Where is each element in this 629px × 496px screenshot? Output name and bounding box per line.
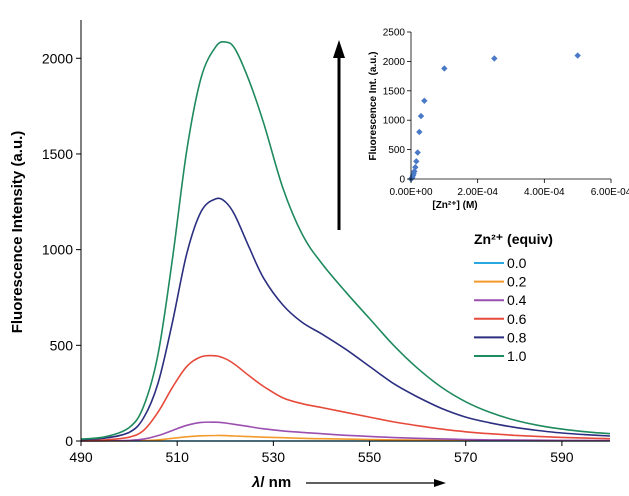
inset-x-tick-label: 2.00E-04: [457, 187, 498, 198]
inset-data-point: [414, 149, 421, 156]
inset-data-point: [441, 65, 448, 72]
inset-y-axis-label: Fluorescence Int. (a.u.): [368, 52, 379, 161]
legend-label-0.4: 0.4: [507, 292, 527, 308]
legend-label-0.0: 0.0: [507, 255, 527, 271]
main-x-ticks: 490 510 530 550 570 590: [69, 441, 574, 465]
inset-data-point: [413, 158, 420, 165]
series-line-1.0: [80, 40, 611, 440]
main-y-tick-label: 1000: [42, 242, 73, 258]
main-x-tick-label: 590: [550, 449, 574, 465]
legend-label-0.8: 0.8: [507, 329, 527, 345]
legend-label-0.2: 0.2: [507, 274, 527, 290]
inset-data-point: [421, 97, 428, 104]
inset-data-point: [417, 112, 425, 120]
inset-data-point: [574, 52, 581, 59]
inset-y-ticks: 0 500 1000 1500 2000 2500: [383, 28, 411, 186]
legend-label-1.0: 1.0: [507, 348, 527, 364]
legend-label-0.6: 0.6: [507, 311, 527, 327]
inset-x-ticks: 0.00E+00 2.00E-04 4.00E-04 6.00E-04: [389, 179, 629, 198]
inset-y-tick-label: 0: [399, 175, 405, 186]
main-x-axis-label: λ/ nm: [251, 474, 291, 491]
main-y-tick-label: 0: [65, 433, 73, 449]
inset-x-tick-label: 6.00E-04: [591, 187, 629, 198]
main-y-tick-label: 500: [50, 337, 74, 353]
inset-data-point: [412, 164, 419, 171]
main-x-tick-label: 530: [262, 449, 286, 465]
inset-chart: 0.00E+00 2.00E-04 4.00E-04 6.00E-04 0 500 100…: [368, 28, 629, 212]
increase-arrow: [333, 40, 345, 230]
inset-y-tick-label: 2000: [383, 57, 406, 68]
main-x-tick-label: 490: [69, 449, 93, 465]
x-axis-arrow: [306, 479, 446, 487]
main-x-tick-label: 550: [358, 449, 382, 465]
series-line-0.4: [80, 421, 611, 442]
inset-x-axis-label: [Zn²⁺] (M): [432, 200, 477, 211]
legend-title: Zn²⁺ (equiv): [474, 231, 553, 247]
main-y-ticks: 0 500 1000 1500 2000: [42, 50, 81, 449]
main-x-tick-label: 570: [454, 449, 478, 465]
inset-y-tick-label: 1500: [383, 86, 406, 97]
inset-data-points: [407, 52, 581, 183]
inset-y-tick-label: 1000: [383, 116, 406, 127]
inset-x-tick-label: 4.00E-04: [524, 187, 565, 198]
main-chart: 490 510 530 550 570 590 0 500 1000 1500 2000 Fluo…: [9, 20, 611, 491]
series-line-0.8: [80, 197, 611, 441]
main-x-tick-label: 510: [166, 449, 190, 465]
legend-items: 0.0 0.2 0.4 0.6 0.8 1.0: [474, 255, 527, 364]
main-series-lines: [80, 40, 611, 442]
inset-x-tick-label: 0.00E+00: [389, 187, 433, 198]
legend: Zn²⁺ (equiv) 0.0 0.2 0.4 0.6 0.8 1.0: [474, 231, 553, 364]
inset-data-point: [491, 55, 498, 62]
series-line-0.6: [80, 354, 611, 442]
x-axis-unit: / nm: [260, 474, 291, 491]
main-y-tick-label: 1500: [42, 146, 73, 162]
x-axis-symbol: λ: [251, 474, 260, 491]
inset-y-tick-label: 500: [388, 145, 405, 156]
main-y-tick-label: 2000: [42, 50, 73, 66]
main-y-axis-label: Fluorescence Intensity (a.u.): [9, 131, 26, 334]
inset-y-tick-label: 2500: [383, 28, 406, 39]
inset-data-point: [416, 128, 423, 136]
